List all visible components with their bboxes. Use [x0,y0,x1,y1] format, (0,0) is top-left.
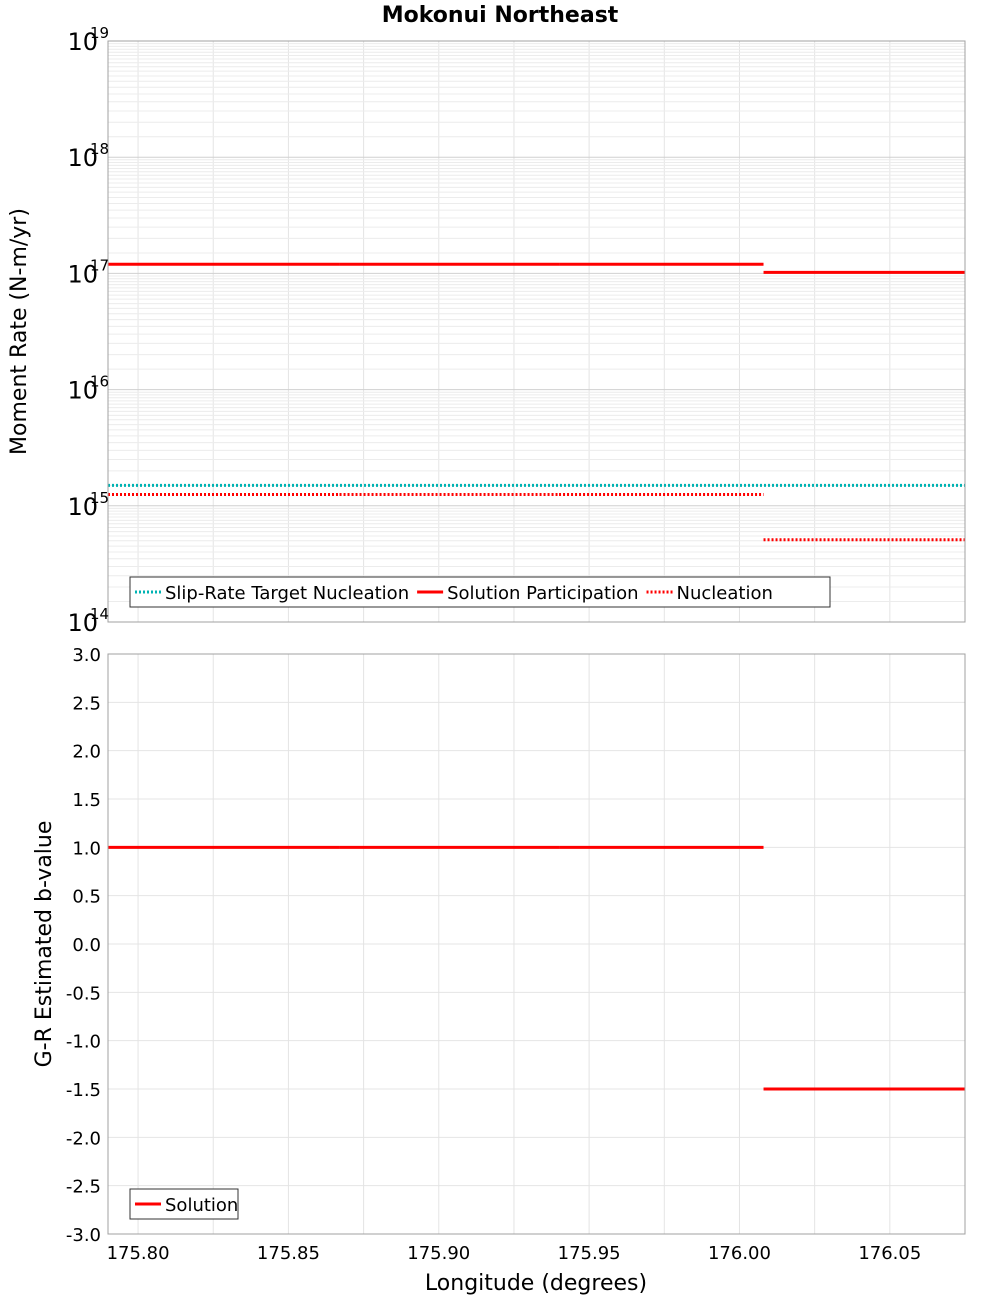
legend-entry-label: Nucleation [677,583,773,604]
plot-area-1 [108,41,965,622]
y-tick-label: 2.0 [72,742,101,763]
y-tick-base: 10 [67,144,98,172]
x-tick-label: 175.85 [257,1243,320,1264]
legend-top: Slip-Rate Target Nucleation Solution Part… [129,576,831,608]
y-tick-exponent: 15 [90,489,109,507]
y-tick-label: 0.0 [72,935,101,956]
y-tick-label: 1.0 [72,838,101,859]
series-solution [108,845,965,1091]
y-tick-label: -2.5 [66,1177,101,1198]
y-tick-base: 10 [67,493,98,521]
series-nucleation [108,493,965,542]
x-tick-label: 175.90 [407,1243,470,1264]
legend-entry-label: Solution Participation [447,583,638,604]
y-tick-label: 2.5 [72,693,101,714]
y-tick-base: 10 [67,260,98,288]
y-tick-label: 3.0 [72,645,101,666]
x-tick-label: 175.95 [558,1243,621,1264]
y-axis-label-bottom: G-R Estimated b-value [32,821,57,1068]
y-tick-label: 1.5 [72,790,101,811]
y-tick-label: -1.0 [66,1032,101,1053]
legend-bottom: Solution [129,1188,239,1220]
x-tick-label: 175.80 [107,1243,170,1264]
y-tick-label: -2.0 [66,1128,101,1149]
y-tick-label: -0.5 [66,983,101,1004]
y-tick-base: 10 [67,28,98,56]
x-axis-label: Longitude (degrees) [425,1271,647,1296]
legend-box [129,576,831,608]
y-axis-label-top: Moment Rate (N-m/yr) [7,208,32,455]
chart-title: Mokonui Northeast [382,3,619,28]
plot-frame-1 [107,40,966,623]
y-tick-exponent: 16 [90,373,109,391]
y-tick-exponent: 14 [90,605,109,623]
y-tick-label: -1.5 [66,1080,101,1101]
x-tick-label: 176.00 [708,1243,771,1264]
y-tick-base: 10 [67,377,98,405]
y-tick-label: 0.5 [72,887,101,908]
y-tick-exponent: 17 [90,256,109,274]
x-tick-label: 176.05 [858,1243,921,1264]
y-tick-exponent: 18 [90,140,109,158]
legend-entry-label: Solution [165,1195,238,1216]
legend-entry-label: Slip-Rate Target Nucleation [165,583,409,604]
series-solution-participation [108,262,965,274]
y-tick-exponent: 19 [90,24,109,42]
plot-frame-2 [107,653,966,1235]
y-tick-base: 10 [67,609,98,637]
y-tick-label: -3.0 [66,1225,101,1246]
